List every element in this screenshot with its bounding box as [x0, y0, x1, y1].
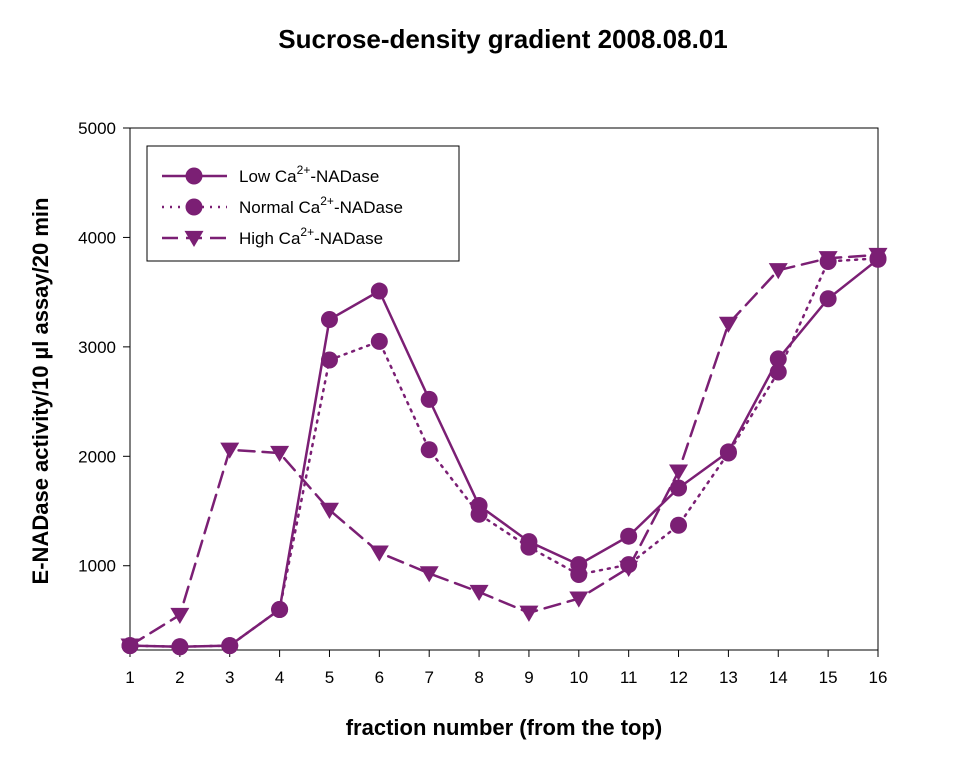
x-tick-label-11: 11 — [620, 668, 638, 687]
series-1-point-5 — [320, 311, 338, 329]
chart-title: Sucrose-density gradient 2008.08.01 — [278, 24, 727, 54]
legend: Low Ca2+-NADase Normal Ca2+-NADase High Ca… — [146, 145, 460, 262]
series-2-point-2 — [171, 638, 189, 656]
series-3-point-3 — [220, 442, 240, 459]
series-2-point-14 — [769, 363, 787, 381]
x-tick-label-2: 2 — [175, 668, 184, 687]
y-axis-label: E-NADase activity/10 µl assay/20 min — [28, 198, 53, 585]
series-2-point-8 — [470, 505, 488, 523]
series-2-point-12 — [670, 516, 688, 534]
series-1-point-15 — [819, 290, 837, 308]
x-tick-label-13: 13 — [719, 668, 738, 687]
y-tick-label-1000: 1000 — [78, 557, 116, 576]
y-tick-label-2000: 2000 — [78, 447, 116, 466]
series-1-point-11 — [620, 527, 638, 545]
series-3-point-8 — [469, 584, 489, 602]
x-tick-label-6: 6 — [375, 668, 384, 687]
series-3-point-1 — [120, 638, 140, 655]
series-2 — [121, 249, 887, 656]
series-2-point-4 — [271, 601, 289, 619]
series-3-point-10 — [569, 591, 589, 608]
series-1-point-7 — [420, 390, 438, 408]
series-1-line — [128, 258, 880, 648]
series-3-point-4 — [270, 445, 290, 463]
x-tick-label-4: 4 — [275, 668, 284, 687]
x-tick-label-16: 16 — [869, 668, 888, 687]
series-3 — [120, 247, 888, 655]
series-3-point-13 — [718, 316, 738, 333]
y-tick-label-3000: 3000 — [78, 338, 116, 357]
series-3-point-6 — [369, 545, 389, 562]
x-axis: 1 2 3 4 5 6 7 8 9 10 11 12 13 14 15 16 — [125, 650, 887, 687]
x-tick-label-8: 8 — [474, 668, 483, 687]
legend-label-3: High Ca2+-NADase — [239, 225, 383, 248]
y-tick-label-5000: 5000 — [78, 119, 116, 138]
series-3-point-7 — [419, 566, 439, 583]
y-axis: 1000 2000 3000 4000 5000 — [78, 119, 130, 576]
series-3-point-15 — [818, 251, 838, 268]
plot-frame — [129, 127, 879, 651]
plot-area — [129, 127, 879, 651]
series-3-line — [128, 253, 880, 647]
x-tick-label-12: 12 — [669, 668, 688, 687]
legend-marker-2 — [185, 198, 203, 216]
series-1 — [121, 250, 887, 656]
series-2-point-10 — [570, 565, 588, 583]
x-tick-label-7: 7 — [424, 668, 433, 687]
series-2-line — [128, 256, 880, 648]
x-tick-label-15: 15 — [819, 668, 838, 687]
series-3-point-12 — [669, 464, 689, 481]
series-3-point-9 — [519, 605, 539, 622]
series-1-point-14 — [769, 350, 787, 368]
series-1-point-12 — [670, 479, 688, 497]
x-tick-label-5: 5 — [325, 668, 334, 687]
y-tick-label-4000: 4000 — [78, 228, 116, 247]
legend-marker-1 — [185, 167, 203, 185]
x-axis-label: fraction number (from the top) — [346, 715, 663, 740]
x-tick-label-3: 3 — [225, 668, 234, 687]
series-3-point-16 — [868, 247, 888, 264]
series-2-point-5 — [320, 351, 338, 369]
legend-label-1: Low Ca2+-NADase — [239, 163, 379, 186]
series-2-point-6 — [370, 332, 388, 350]
series-2-point-3 — [221, 637, 239, 655]
x-tick-label-10: 10 — [569, 668, 588, 687]
series-3-point-11 — [619, 560, 639, 577]
series-layer — [120, 247, 888, 656]
legend-label-2: Normal Ca2+-NADase — [239, 194, 403, 217]
x-tick-label-1: 1 — [125, 668, 134, 687]
series-3-point-2 — [170, 607, 190, 625]
series-2-point-7 — [420, 441, 438, 459]
legend-marker-3 — [184, 230, 204, 248]
series-2-point-9 — [520, 538, 538, 556]
series-1-point-6 — [370, 282, 388, 300]
x-tick-label-9: 9 — [524, 668, 533, 687]
series-3-point-14 — [768, 263, 788, 280]
series-3-point-5 — [319, 502, 339, 519]
series-2-point-13 — [719, 444, 737, 462]
x-tick-label-14: 14 — [769, 668, 788, 687]
